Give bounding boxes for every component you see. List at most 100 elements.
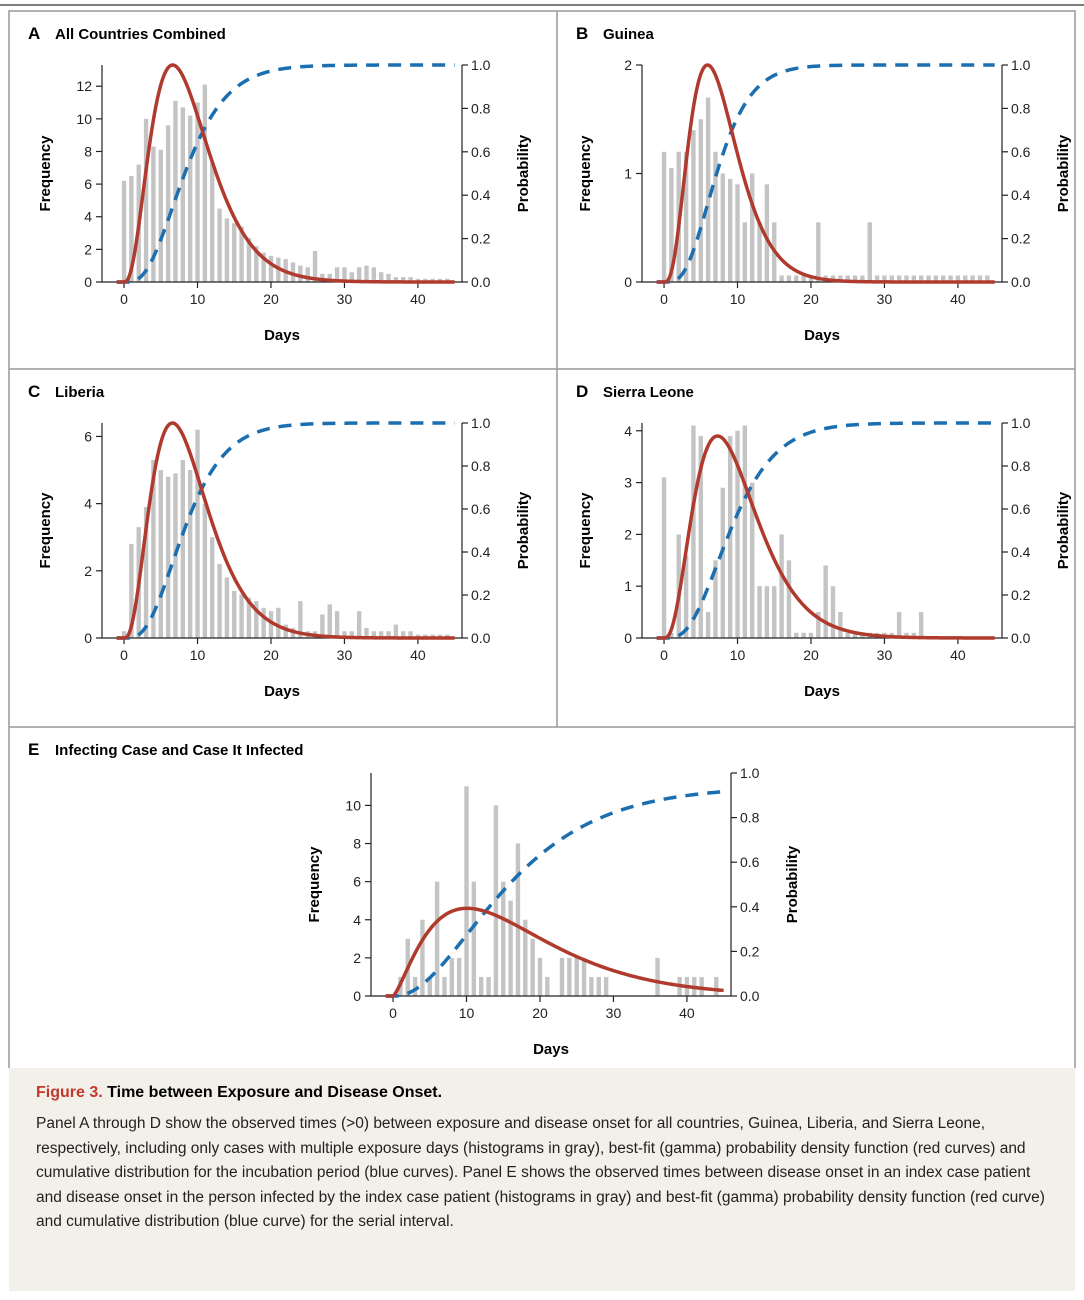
histogram-bar <box>713 560 718 638</box>
y-right-tick-label: 1.0 <box>1011 415 1031 431</box>
histogram-bar <box>757 586 762 638</box>
histogram-bar <box>412 976 418 996</box>
histogram-bar <box>129 175 134 282</box>
panel-title: Liberia <box>55 384 105 401</box>
y-right-tick-label: 0.6 <box>471 144 491 160</box>
x-tick-label: 30 <box>337 647 353 663</box>
histogram-bar <box>852 275 858 282</box>
histogram-bar <box>173 100 178 282</box>
y-tick-label: 0 <box>624 630 632 646</box>
x-tick-label: 20 <box>263 647 279 663</box>
y-tick-label: 6 <box>84 428 92 444</box>
pdf-curve <box>116 421 455 640</box>
histogram-bar <box>918 275 924 282</box>
histogram-bar <box>816 222 821 282</box>
histogram-bar <box>661 477 667 638</box>
x-tick-label: 0 <box>120 291 128 307</box>
histogram-bar <box>501 881 506 996</box>
histogram-bar <box>334 611 340 639</box>
y-right-tick-label: 0.2 <box>1011 587 1031 603</box>
x-tick-label: 10 <box>730 291 746 307</box>
histogram-bar <box>239 594 244 638</box>
x-tick-label: 40 <box>679 1005 695 1021</box>
y-axis-label: Frequency <box>37 135 54 212</box>
y-tick-label: 4 <box>84 209 92 225</box>
histogram-bar <box>246 597 252 638</box>
histogram-bar <box>720 487 726 638</box>
x-tick-label: 30 <box>337 291 353 307</box>
histogram-bar <box>772 586 777 638</box>
y-axis-right-label: Probability <box>784 845 801 923</box>
caption-figure-label: Figure 3. <box>36 1084 103 1101</box>
histogram-bars <box>398 786 719 996</box>
y-tick-label: 6 <box>84 176 92 192</box>
histogram-bar <box>268 255 274 282</box>
y-tick-label: 10 <box>76 111 92 127</box>
y-right-tick-label: 0.6 <box>471 501 491 517</box>
histogram-bar <box>427 976 432 996</box>
panel-a: A All Countries Combined 0 10 20 30 40 0 2 4 6 8 10 1… <box>28 24 532 344</box>
panel-title: Guinea <box>603 26 655 43</box>
histogram-bar <box>764 586 770 638</box>
histogram-bar <box>589 976 594 996</box>
y-tick-label: 8 <box>353 836 361 852</box>
histogram-bar <box>948 275 953 282</box>
histogram-bar <box>349 272 354 282</box>
histogram-bar <box>867 222 872 282</box>
histogram-bar <box>515 843 521 996</box>
histogram-bar <box>985 275 990 282</box>
y-right-tick-label: 0.8 <box>471 458 491 474</box>
histogram-bar <box>691 130 696 282</box>
histogram-bar <box>312 251 318 282</box>
y-right-tick-label: 0.0 <box>1011 274 1031 290</box>
histogram-bar <box>165 476 171 638</box>
histogram-bar <box>349 631 354 638</box>
histogram-bar <box>158 470 163 638</box>
y-right-tick-label: 0.6 <box>1011 501 1031 517</box>
pdf-curve <box>656 434 995 640</box>
panel-letter: B <box>576 24 588 43</box>
x-tick-label: 20 <box>803 291 819 307</box>
y-right-tick-label: 0.0 <box>1011 630 1031 646</box>
y-right-tick-label: 0.0 <box>471 630 491 646</box>
caption-title: Time between Exposure and Disease Onset. <box>107 1084 443 1101</box>
histogram-bar <box>187 115 193 282</box>
histogram-bar <box>779 275 784 282</box>
histogram-bar <box>698 435 703 638</box>
histogram-bar <box>283 624 288 638</box>
panel-title: Infecting Case and Case It Infected <box>55 742 303 759</box>
histogram-bar <box>764 184 770 282</box>
histogram-bar <box>298 265 303 282</box>
histogram-bar <box>845 632 850 638</box>
histogram-bar <box>904 632 909 638</box>
histogram-bar <box>143 118 149 282</box>
histogram-bar <box>705 97 711 282</box>
x-tick-label: 40 <box>410 291 426 307</box>
histogram-bar <box>523 919 528 996</box>
histogram-bar <box>378 272 384 282</box>
y-axis-label: Frequency <box>37 492 54 569</box>
histogram-bar <box>691 425 696 638</box>
histogram-bar <box>567 957 572 996</box>
histogram-bar <box>386 273 391 282</box>
x-tick-label: 0 <box>660 291 668 307</box>
histogram-bar <box>977 275 983 282</box>
histogram-bar <box>720 173 726 282</box>
histogram-bar <box>698 119 703 282</box>
histogram-bar <box>669 168 674 282</box>
histogram-bar <box>904 275 909 282</box>
histogram-bar <box>180 107 186 282</box>
y-tick-label: 10 <box>345 797 361 813</box>
x-tick-label: 0 <box>120 647 128 663</box>
histogram-bar <box>261 607 266 638</box>
histogram-bar <box>786 275 792 282</box>
histogram-bar <box>420 919 425 996</box>
y-right-tick-label: 0.2 <box>1011 231 1031 247</box>
histogram-bar <box>202 84 208 282</box>
pdf-curve <box>116 63 455 284</box>
histogram-bar <box>735 430 740 638</box>
y-tick-label: 4 <box>353 912 361 928</box>
x-tick-label: 30 <box>606 1005 622 1021</box>
histogram-bar <box>801 275 806 282</box>
